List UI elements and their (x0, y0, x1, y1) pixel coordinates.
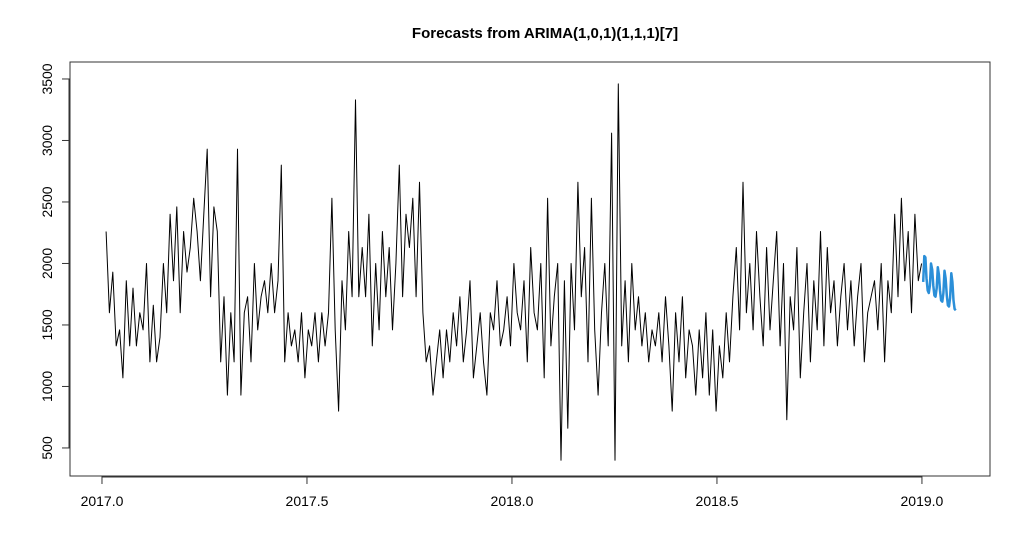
x-tick-label: 2018.0 (491, 493, 534, 509)
observed-line (105, 83, 923, 461)
series-lines (105, 83, 957, 461)
x-tick-label: 2017.5 (286, 493, 329, 509)
x-axis: 2017.0 2017.5 2018.0 2018.5 2019.0 (81, 476, 944, 509)
y-tick-label: 1000 (39, 371, 55, 402)
y-tick-label: 2500 (39, 186, 55, 217)
plot-frame (69, 61, 991, 477)
y-tick-label: 3000 (39, 125, 55, 156)
x-tick-label: 2019.0 (901, 493, 944, 509)
y-tick-label: 500 (39, 436, 55, 460)
y-tick-label: 1500 (39, 309, 55, 340)
y-axis: 500 1000 1500 2000 2500 3000 3500 (39, 63, 70, 460)
forecast-line (921, 254, 957, 312)
chart-title: Forecasts from ARIMA(1,0,1)(1,1,1)[7] (412, 25, 678, 42)
x-tick-label: 2017.0 (81, 493, 124, 509)
x-tick-label: 2018.5 (696, 493, 739, 509)
y-tick-label: 3500 (39, 63, 55, 94)
y-tick-label: 2000 (39, 248, 55, 279)
